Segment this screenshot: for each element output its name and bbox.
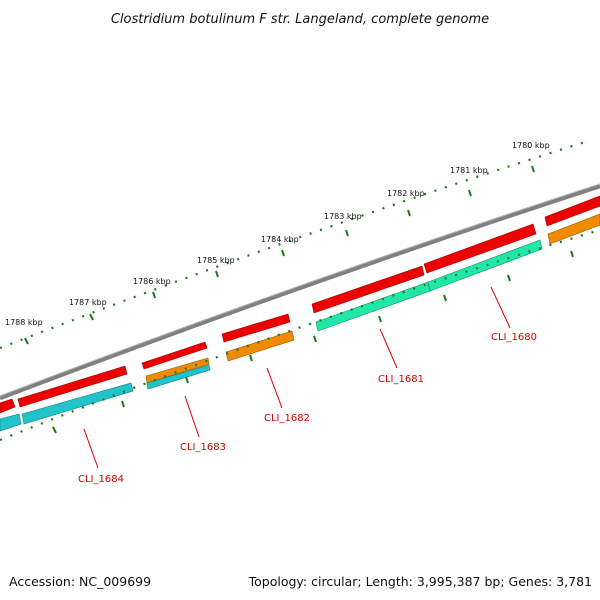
major-tick [378,315,382,323]
major-tick [313,335,317,343]
backbone-highlight [0,183,600,397]
major-tick [407,209,411,217]
scale-label-1780: 1780 kbp [512,141,550,150]
cds-orange [145,357,210,384]
scale-dots-inner [0,228,600,442]
cds-forward [544,195,600,227]
gene-callouts [83,286,511,469]
major-tick [531,165,535,173]
scale-label-1788: 1788 kbp [5,318,43,327]
gene-labels: CLI_1680 CLI_1681 CLI_1682 CLI_1683 CLI_… [78,332,537,485]
gene-label-cli-1681[interactable]: CLI_1681 [378,374,424,385]
inner-strand-features [0,213,600,432]
scale-label-1781: 1781 kbp [450,166,488,175]
scale-label-1784: 1784 kbp [261,235,299,244]
major-tick [249,354,253,362]
cds-cyan [146,364,211,390]
cds-forward [141,341,208,370]
cds-orange [225,330,295,362]
accession-text: Accession: NC_009699 [9,574,151,589]
major-tick [52,426,57,434]
callout-line [83,428,99,469]
cds-forward [423,223,537,274]
callout-line [379,328,398,369]
major-tick [345,229,349,237]
gene-label-cli-1684[interactable]: CLI_1684 [78,474,124,485]
cds-green [427,239,543,292]
major-tick [24,337,29,345]
major-tick [215,270,219,278]
cds-forward [311,265,425,314]
cds-cyan [21,382,134,425]
cds-forward [0,398,16,414]
scale-label-1787: 1787 kbp [69,298,107,307]
major-tick [570,250,574,258]
gene-label-cli-1682[interactable]: CLI_1682 [264,413,310,424]
major-tick [468,189,472,197]
scale-label-1782: 1782 kbp [387,189,425,198]
callout-line [184,395,200,438]
callout-line [490,286,511,329]
scale-dots-outer [0,140,586,350]
genome-backbone [0,183,600,401]
major-tick [152,291,156,299]
scale-ticks-inner [0,228,600,442]
gene-label-cli-1683[interactable]: CLI_1683 [180,442,226,453]
forward-strand-features [0,195,600,414]
scale-label-1785: 1785 kbp [197,256,235,265]
gene-label-cli-1680[interactable]: CLI_1680 [491,332,537,343]
major-tick [507,274,511,282]
major-tick [443,294,447,302]
map-title: Clostridium botulinum F str. Langeland, … [111,12,489,27]
cds-orange [547,213,600,245]
major-tick [121,400,125,408]
cds-forward [221,313,291,343]
cds-forward [17,365,128,408]
major-tick [281,249,285,257]
topology-info-text: Topology: circular; Length: 3,995,387 bp… [248,574,592,589]
scale-label-1786: 1786 kbp [133,277,171,286]
major-tick [185,376,189,384]
major-tick [89,313,94,321]
cds-cyan [0,413,22,432]
callout-line [266,367,283,409]
scale-label-1783: 1783 kbp [324,212,362,221]
scale-labels: 1780 kbp 1781 kbp 1782 kbp 1783 kbp 1784… [5,141,550,327]
scale-ticks-outer [0,140,586,350]
